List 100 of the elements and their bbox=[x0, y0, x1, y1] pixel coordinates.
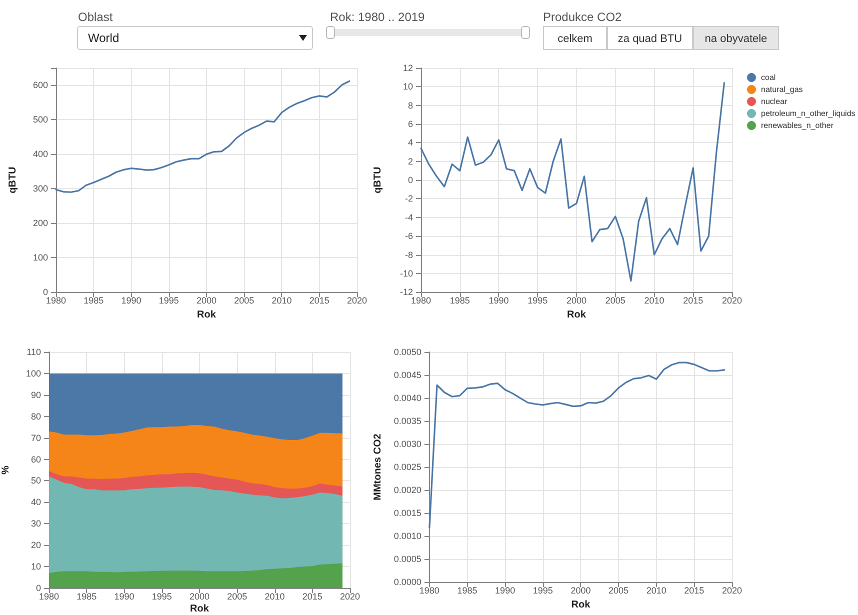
y-tick-label: 20 bbox=[30, 540, 41, 550]
x-tick-label: 2010 bbox=[646, 586, 666, 596]
x-tick-label: 2020 bbox=[346, 296, 368, 306]
x-tick-label: 2000 bbox=[570, 586, 591, 596]
y-tick-label: 6 bbox=[408, 119, 413, 130]
y-tick-label: 0 bbox=[36, 583, 41, 593]
x-tick-label: 2015 bbox=[684, 586, 704, 596]
legend-label: renewables_n_other bbox=[761, 121, 834, 130]
y-tick-label: 0.0030 bbox=[394, 439, 422, 450]
x-tick-label: 1985 bbox=[450, 296, 470, 306]
x-tick-label: 1995 bbox=[528, 296, 548, 306]
y-tick-label: 400 bbox=[32, 149, 48, 160]
legend-label: nuclear bbox=[761, 97, 788, 106]
y-tick-label: 0.0005 bbox=[394, 554, 422, 564]
x-tick-label: 2000 bbox=[196, 296, 217, 306]
y-tick-label: 0.0040 bbox=[394, 393, 422, 404]
y-tick-label: 0.0035 bbox=[394, 416, 422, 426]
x-tick-label: 1980 bbox=[410, 296, 432, 306]
text: Oblast bbox=[78, 10, 113, 24]
y-tick-label: 0.0015 bbox=[394, 508, 422, 518]
text: Rok: 1980 .. 2019 bbox=[330, 10, 425, 24]
y-tick-label: 300 bbox=[32, 184, 48, 194]
x-tick-label: 2000 bbox=[189, 592, 210, 602]
y-tick-label: 60 bbox=[30, 454, 41, 464]
x-tick-label: 2020 bbox=[722, 586, 742, 596]
x-tick-label: 1990 bbox=[121, 296, 142, 306]
y-tick-label: -8 bbox=[404, 250, 413, 260]
legend-label: petroleum_n_other_liquids bbox=[761, 109, 856, 118]
x-tick-label: 2000 bbox=[566, 296, 587, 306]
y-tick-label: 10 bbox=[402, 82, 413, 92]
x-tick-label: 2020 bbox=[722, 296, 742, 306]
y-tick-label: 40 bbox=[30, 497, 41, 508]
y-tick-label: -10 bbox=[400, 268, 413, 278]
y-tick-label: 70 bbox=[30, 432, 41, 443]
text: na obyvatele bbox=[693, 26, 779, 50]
x-tick-label: 2010 bbox=[264, 592, 285, 602]
y-tick-label: 500 bbox=[32, 114, 48, 125]
line-series bbox=[428, 362, 726, 529]
x-tick-label: 2010 bbox=[272, 296, 292, 306]
x-tick-label: 1990 bbox=[495, 586, 516, 596]
x-tick-label: 1980 bbox=[46, 296, 66, 306]
x-tick-label: 1985 bbox=[76, 592, 97, 602]
x-tick-label: 1985 bbox=[84, 296, 104, 306]
y-tick-label: 100 bbox=[32, 252, 48, 263]
y-tick-label: 30 bbox=[30, 518, 41, 529]
text: Produkce CO2 bbox=[543, 10, 622, 24]
x-tick-label: 1990 bbox=[488, 296, 509, 306]
y-tick-label: 600 bbox=[32, 80, 48, 90]
y-tick-label: -4 bbox=[404, 212, 413, 222]
y-axis-title: qBTU bbox=[8, 166, 18, 194]
y-axis-title: MMtones CO2 bbox=[372, 433, 384, 500]
x-tick-label: 2010 bbox=[644, 296, 664, 306]
y-tick-label: -6 bbox=[404, 231, 413, 242]
y-tick-label: 200 bbox=[32, 218, 48, 228]
x-tick-label: 2005 bbox=[227, 592, 248, 602]
y-tick-label: 0.0025 bbox=[394, 462, 422, 472]
y-tick-label: 0.0050 bbox=[394, 347, 422, 357]
x-tick-label: 1980 bbox=[38, 592, 60, 602]
x-axis-title: Rok bbox=[567, 310, 586, 320]
x-axis-title: Rok bbox=[190, 604, 210, 614]
y-tick-label: 4 bbox=[408, 138, 413, 148]
y-tick-label: 12 bbox=[402, 63, 413, 73]
x-tick-label: 2015 bbox=[309, 296, 330, 306]
x-tick-label: 2015 bbox=[683, 296, 704, 306]
text: World bbox=[88, 31, 120, 45]
y-tick-label: 50 bbox=[30, 476, 41, 486]
y-tick-label: 0.0000 bbox=[394, 577, 422, 588]
x-axis-title: Rok bbox=[197, 310, 216, 320]
x-tick-label: 1990 bbox=[114, 592, 134, 602]
line-series bbox=[420, 82, 726, 282]
y-tick-label: 0.0010 bbox=[394, 531, 422, 542]
y-tick-label: 80 bbox=[30, 411, 41, 422]
x-tick-label: 1995 bbox=[152, 592, 172, 602]
x-axis-title: Rok bbox=[571, 600, 591, 610]
y-tick-label: 90 bbox=[30, 390, 41, 400]
y-axis-title: qBTU bbox=[372, 166, 384, 194]
x-tick-label: 1985 bbox=[457, 586, 478, 596]
text: za quad BTU bbox=[607, 26, 693, 50]
x-tick-label: 2005 bbox=[608, 586, 629, 596]
y-tick-label: 0.0045 bbox=[394, 370, 422, 380]
y-tick-label: 0 bbox=[408, 175, 413, 186]
x-tick-label: 2015 bbox=[302, 592, 322, 602]
x-tick-label: 1980 bbox=[419, 586, 440, 596]
y-tick-label: -12 bbox=[400, 287, 413, 298]
x-tick-label: 2020 bbox=[340, 592, 360, 602]
y-axis-title: % bbox=[0, 465, 12, 474]
y-tick-label: 10 bbox=[30, 562, 41, 572]
y-tick-label: -2 bbox=[404, 194, 413, 204]
x-tick-label: 1995 bbox=[532, 586, 553, 596]
y-tick-label: 110 bbox=[26, 347, 41, 357]
line-series bbox=[55, 80, 350, 193]
y-tick-label: 0 bbox=[42, 287, 48, 298]
legend-label: natural_gas bbox=[761, 85, 803, 94]
x-tick-label: 1995 bbox=[158, 296, 179, 306]
text: celkem bbox=[543, 26, 607, 50]
y-tick-label: 8 bbox=[408, 100, 413, 110]
legend-label: coal bbox=[761, 73, 776, 82]
y-tick-label: 100 bbox=[26, 368, 41, 378]
y-tick-label: 0.0020 bbox=[394, 485, 422, 496]
y-tick-label: 2 bbox=[408, 156, 413, 166]
